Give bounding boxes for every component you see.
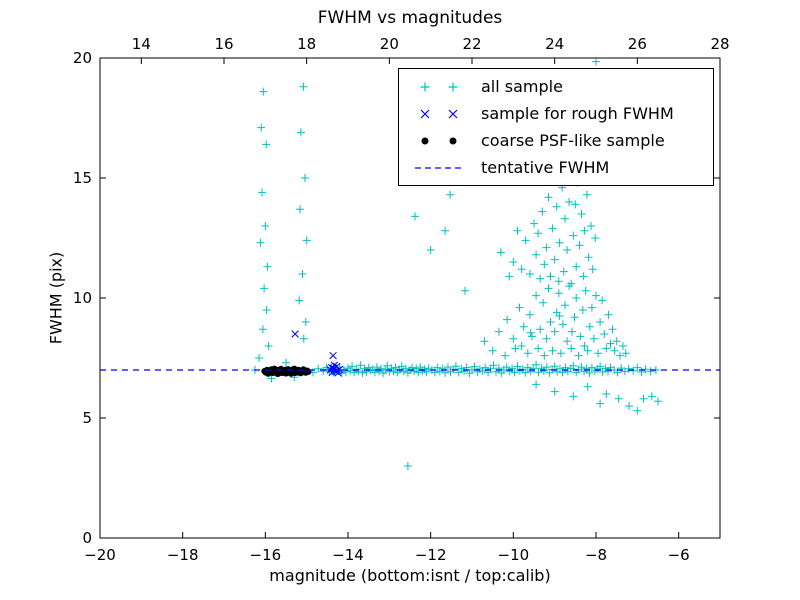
y-tick-label: 10 <box>73 289 92 307</box>
top-tick-label: 22 <box>462 35 481 53</box>
x-tick-label: −6 <box>668 546 690 564</box>
x-tick-label: −12 <box>415 546 447 564</box>
legend-item-rough-fwhm: sample for rough FWHM <box>399 100 713 127</box>
legend-label: coarse PSF-like sample <box>481 131 665 150</box>
top-tick-label: 28 <box>710 35 729 53</box>
legend: all sample sample for rough FWHM coarse … <box>398 68 714 186</box>
x-tick-label: −14 <box>332 546 364 564</box>
x-tick-label: −16 <box>250 546 282 564</box>
y-tick-label: 0 <box>82 529 92 547</box>
x-tick-label: −8 <box>585 546 607 564</box>
top-tick-label: 16 <box>214 35 233 53</box>
chart-title: FWHM vs magnitudes <box>317 8 503 28</box>
x-tick-label: −18 <box>167 546 199 564</box>
legend-item-tentative-fwhm: tentative FWHM <box>399 154 713 181</box>
legend-item-psf-sample: coarse PSF-like sample <box>399 127 713 154</box>
legend-label: tentative FWHM <box>481 158 610 177</box>
top-tick-label: 20 <box>380 35 399 53</box>
x-axis-label: magnitude (bottom:isnt / top:calib) <box>269 566 551 585</box>
y-axis-label: FWHM (pix) <box>46 251 66 345</box>
dashed-line-icon <box>415 166 465 169</box>
y-tick-label: 15 <box>73 169 92 187</box>
y-tick-label: 5 <box>82 409 92 427</box>
top-tick-label: 24 <box>545 35 564 53</box>
series-sample-for-rough-fwhm <box>291 330 344 377</box>
dot-marker-icon <box>421 137 457 144</box>
x-tick-label: −10 <box>498 546 530 564</box>
cross-marker-icon <box>420 109 458 118</box>
legend-label: all sample <box>481 77 563 96</box>
x-tick-label: −20 <box>84 546 116 564</box>
plus-marker-icon <box>420 82 458 91</box>
y-tick-label: 20 <box>73 49 92 67</box>
top-tick-label: 18 <box>297 35 316 53</box>
legend-label: sample for rough FWHM <box>481 104 674 123</box>
top-tick-label: 26 <box>628 35 647 53</box>
top-tick-label: 14 <box>132 35 151 53</box>
legend-item-all-sample: all sample <box>399 73 713 100</box>
